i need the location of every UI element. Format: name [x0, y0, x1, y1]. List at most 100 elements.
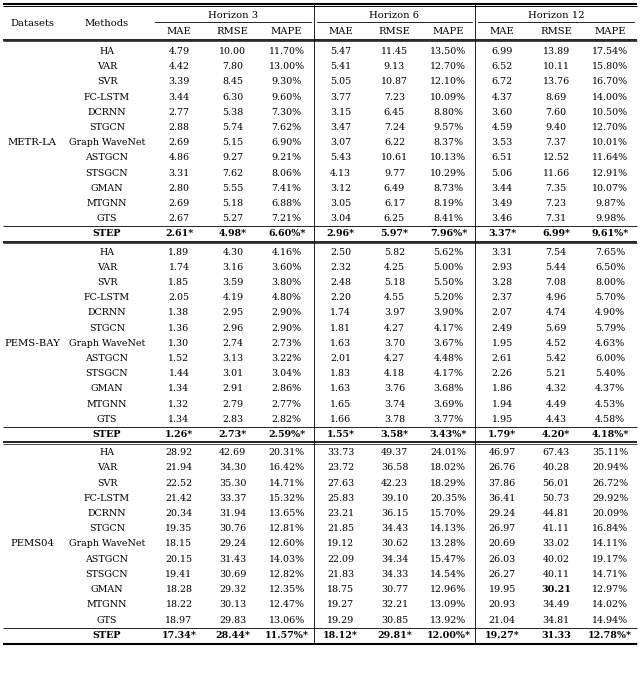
- Text: 12.52: 12.52: [543, 154, 570, 163]
- Text: FC-LSTM: FC-LSTM: [84, 494, 130, 503]
- Text: 11.70%: 11.70%: [269, 47, 305, 56]
- Text: 7.23: 7.23: [546, 199, 567, 208]
- Text: 8.73%: 8.73%: [433, 184, 463, 193]
- Text: 4.59: 4.59: [492, 123, 513, 132]
- Text: Horizon 12: Horizon 12: [528, 12, 584, 21]
- Text: 5.74: 5.74: [222, 123, 243, 132]
- Text: 4.32: 4.32: [546, 384, 567, 394]
- Text: 7.60: 7.60: [546, 108, 567, 117]
- Text: 3.60: 3.60: [492, 108, 513, 117]
- Text: 25.83: 25.83: [327, 494, 354, 503]
- Text: 21.85: 21.85: [327, 524, 354, 533]
- Text: 44.81: 44.81: [543, 509, 570, 518]
- Text: 9.61%*: 9.61%*: [591, 230, 628, 239]
- Text: 2.80: 2.80: [168, 184, 189, 193]
- Text: 13.09%: 13.09%: [430, 600, 467, 609]
- Text: 5.97*: 5.97*: [381, 230, 408, 239]
- Text: 8.45: 8.45: [222, 78, 243, 86]
- Text: 6.49: 6.49: [384, 184, 405, 193]
- Text: 12.10%: 12.10%: [430, 78, 467, 86]
- Text: 12.81%: 12.81%: [269, 524, 305, 533]
- Text: MTGNN: MTGNN: [87, 199, 127, 208]
- Text: 7.41%: 7.41%: [272, 184, 301, 193]
- Text: 14.02%: 14.02%: [592, 600, 628, 609]
- Text: 4.98*: 4.98*: [219, 230, 247, 239]
- Text: 2.05: 2.05: [168, 294, 189, 303]
- Text: 20.69: 20.69: [489, 539, 516, 549]
- Text: 15.32%: 15.32%: [269, 494, 305, 503]
- Text: 3.46: 3.46: [492, 214, 513, 224]
- Text: 1.36: 1.36: [168, 324, 189, 333]
- Text: 40.11: 40.11: [543, 570, 570, 579]
- Text: 1.85: 1.85: [168, 278, 189, 287]
- Text: MTGNN: MTGNN: [87, 400, 127, 409]
- Text: 49.37: 49.37: [381, 448, 408, 458]
- Text: 19.17%: 19.17%: [592, 555, 628, 564]
- Text: Graph WaveNet: Graph WaveNet: [69, 139, 145, 147]
- Text: 11.66: 11.66: [543, 169, 570, 178]
- Text: 9.21%: 9.21%: [271, 154, 302, 163]
- Text: 6.30: 6.30: [222, 93, 243, 102]
- Text: 3.67%: 3.67%: [433, 339, 463, 348]
- Text: 6.88%: 6.88%: [271, 199, 302, 208]
- Text: 12.70%: 12.70%: [430, 62, 467, 71]
- Text: 3.76: 3.76: [384, 384, 405, 394]
- Text: 20.15: 20.15: [165, 555, 193, 564]
- Text: 14.71%: 14.71%: [269, 479, 305, 488]
- Text: 34.81: 34.81: [543, 615, 570, 624]
- Text: 1.26*: 1.26*: [165, 430, 193, 439]
- Text: 4.37: 4.37: [492, 93, 513, 102]
- Text: 3.70: 3.70: [384, 339, 405, 348]
- Text: 11.64%: 11.64%: [592, 154, 628, 163]
- Text: 10.00: 10.00: [220, 47, 246, 56]
- Text: 3.69%: 3.69%: [433, 400, 463, 409]
- Text: 3.78: 3.78: [384, 415, 405, 424]
- Text: 6.51: 6.51: [492, 154, 513, 163]
- Text: 46.97: 46.97: [489, 448, 516, 458]
- Text: 2.91: 2.91: [222, 384, 243, 394]
- Text: 7.54: 7.54: [546, 248, 567, 257]
- Text: 31.94: 31.94: [220, 509, 246, 518]
- Text: 1.52: 1.52: [168, 354, 189, 363]
- Text: 13.76: 13.76: [543, 78, 570, 86]
- Text: 37.86: 37.86: [489, 479, 516, 488]
- Text: 1.74: 1.74: [168, 263, 189, 272]
- Text: 4.16%: 4.16%: [271, 248, 302, 257]
- Text: 6.72: 6.72: [492, 78, 513, 86]
- Text: MAPE: MAPE: [595, 27, 626, 36]
- Text: 9.30%: 9.30%: [271, 78, 302, 86]
- Text: 7.96%*: 7.96%*: [430, 230, 467, 239]
- Text: MAE: MAE: [328, 27, 353, 36]
- Text: 29.83: 29.83: [220, 615, 246, 624]
- Text: 2.61*: 2.61*: [165, 230, 193, 239]
- Text: 2.83: 2.83: [222, 415, 243, 424]
- Text: 33.73: 33.73: [327, 448, 355, 458]
- Text: 56.01: 56.01: [543, 479, 570, 488]
- Text: 19.95: 19.95: [488, 585, 516, 594]
- Text: 20.94%: 20.94%: [592, 464, 628, 473]
- Text: 7.35: 7.35: [545, 184, 567, 193]
- Text: 10.07%: 10.07%: [592, 184, 628, 193]
- Text: RMSE: RMSE: [379, 27, 410, 36]
- Text: 3.47: 3.47: [330, 123, 351, 132]
- Text: 31.33: 31.33: [541, 630, 571, 640]
- Text: Graph WaveNet: Graph WaveNet: [69, 339, 145, 348]
- Text: 3.15: 3.15: [330, 108, 351, 117]
- Text: 6.99*: 6.99*: [542, 230, 570, 239]
- Text: 3.05: 3.05: [330, 199, 351, 208]
- Text: SVR: SVR: [97, 479, 117, 488]
- Text: 30.85: 30.85: [381, 615, 408, 624]
- Text: 39.10: 39.10: [381, 494, 408, 503]
- Text: 9.13: 9.13: [384, 62, 405, 71]
- Text: 7.62%: 7.62%: [271, 123, 302, 132]
- Text: 12.60%: 12.60%: [269, 539, 305, 549]
- Text: GMAN: GMAN: [91, 585, 124, 594]
- Text: 20.35%: 20.35%: [430, 494, 467, 503]
- Text: 30.21: 30.21: [541, 585, 571, 594]
- Text: 12.00%*: 12.00%*: [426, 630, 470, 640]
- Text: 5.70%: 5.70%: [595, 294, 625, 303]
- Text: 1.32: 1.32: [168, 400, 189, 409]
- Text: 6.90%: 6.90%: [271, 139, 302, 147]
- Text: GMAN: GMAN: [91, 184, 124, 193]
- Text: 2.82%: 2.82%: [272, 415, 301, 424]
